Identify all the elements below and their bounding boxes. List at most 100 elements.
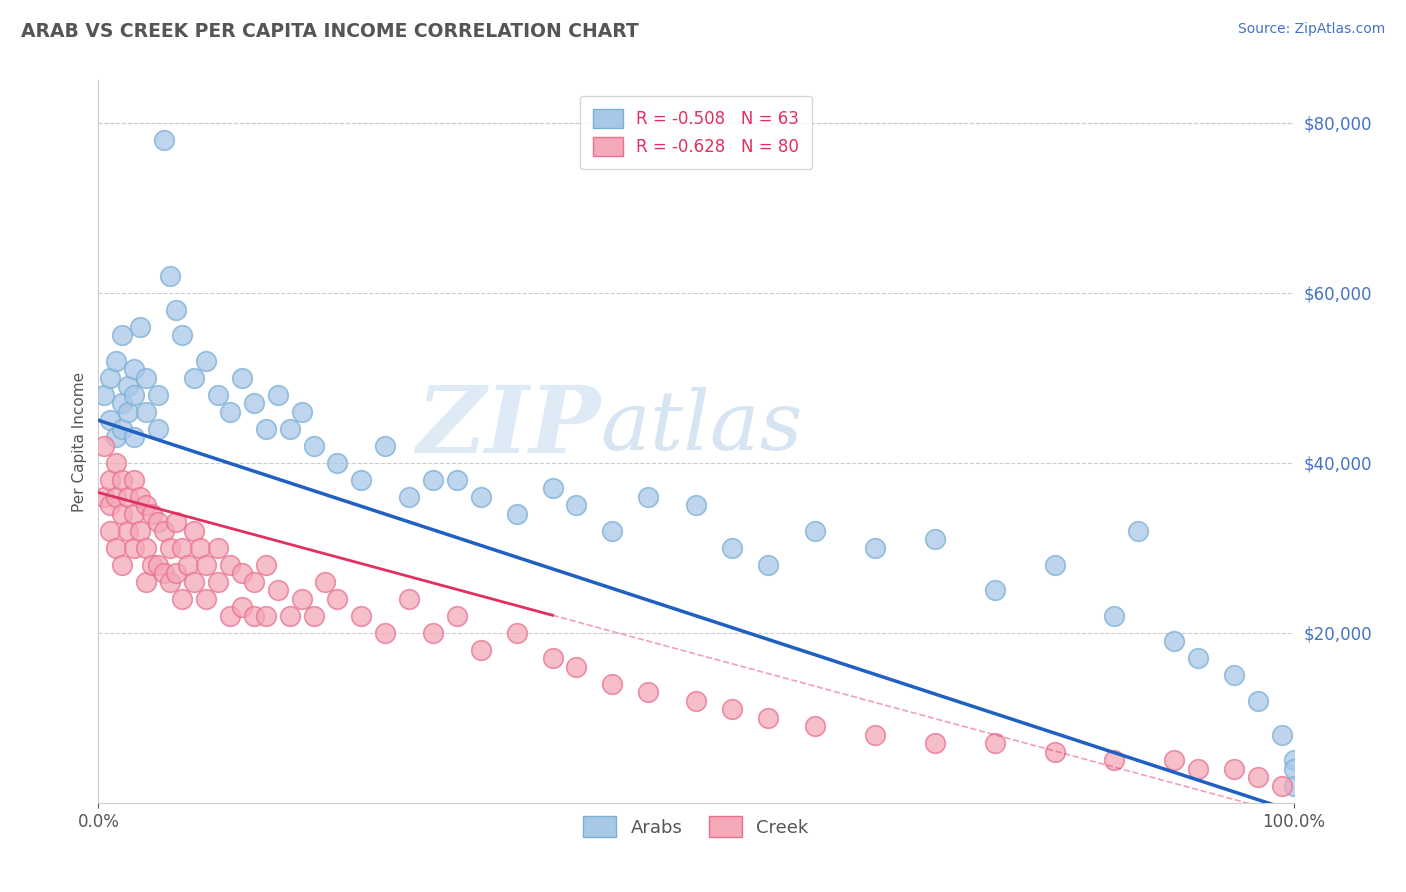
Point — [565, 498, 588, 512]
Text: Source: ZipAtlas.com: Source: ZipAtlas.com — [1237, 22, 1385, 37]
Y-axis label: Per Capita Income: Per Capita Income — [72, 371, 87, 512]
Point — [291, 405, 314, 419]
Point — [243, 574, 266, 589]
Point — [105, 541, 128, 555]
Point — [1043, 558, 1066, 572]
Point — [98, 498, 122, 512]
Point — [153, 133, 176, 147]
Point — [124, 430, 146, 444]
Point — [541, 481, 564, 495]
Point — [398, 490, 420, 504]
Point — [165, 302, 187, 317]
Point — [188, 541, 211, 555]
Point — [1282, 753, 1305, 767]
Point — [93, 490, 115, 504]
Point — [685, 498, 707, 512]
Point — [117, 524, 139, 538]
Point — [105, 353, 128, 368]
Point — [278, 608, 301, 623]
Point — [124, 362, 146, 376]
Point — [111, 422, 134, 436]
Point — [254, 608, 277, 623]
Point — [446, 608, 468, 623]
Point — [243, 396, 266, 410]
Point — [326, 456, 349, 470]
Point — [105, 456, 128, 470]
Point — [195, 558, 218, 572]
Point — [219, 558, 242, 572]
Point — [1271, 728, 1294, 742]
Point — [267, 583, 290, 598]
Point — [315, 574, 337, 589]
Point — [1247, 694, 1270, 708]
Point — [602, 677, 624, 691]
Point — [374, 439, 396, 453]
Point — [195, 353, 218, 368]
Point — [111, 507, 134, 521]
Point — [219, 405, 242, 419]
Point — [183, 574, 205, 589]
Point — [804, 719, 827, 733]
Text: atlas: atlas — [600, 387, 803, 467]
Point — [148, 558, 170, 572]
Point — [231, 600, 253, 615]
Point — [565, 660, 588, 674]
Point — [541, 651, 564, 665]
Point — [1282, 779, 1305, 793]
Point — [153, 524, 176, 538]
Point — [721, 702, 744, 716]
Point — [302, 439, 325, 453]
Point — [93, 439, 115, 453]
Point — [1223, 762, 1246, 776]
Point — [135, 574, 157, 589]
Point — [470, 642, 492, 657]
Point — [117, 405, 139, 419]
Point — [172, 591, 194, 606]
Point — [302, 608, 325, 623]
Point — [219, 608, 242, 623]
Point — [207, 574, 229, 589]
Point — [756, 711, 779, 725]
Point — [254, 558, 277, 572]
Point — [153, 566, 176, 581]
Point — [1104, 608, 1126, 623]
Point — [148, 516, 170, 530]
Text: ARAB VS CREEK PER CAPITA INCOME CORRELATION CHART: ARAB VS CREEK PER CAPITA INCOME CORRELAT… — [21, 22, 638, 41]
Point — [129, 319, 152, 334]
Point — [141, 507, 163, 521]
Point — [135, 371, 157, 385]
Point — [506, 507, 529, 521]
Legend: Arabs, Creek: Arabs, Creek — [576, 809, 815, 845]
Point — [159, 574, 181, 589]
Point — [172, 328, 194, 343]
Point — [1163, 753, 1185, 767]
Point — [105, 430, 128, 444]
Point — [1104, 753, 1126, 767]
Point — [172, 541, 194, 555]
Point — [685, 694, 707, 708]
Point — [865, 541, 887, 555]
Point — [124, 541, 146, 555]
Point — [135, 405, 157, 419]
Point — [124, 388, 146, 402]
Point — [148, 388, 170, 402]
Point — [602, 524, 624, 538]
Point — [231, 371, 253, 385]
Point — [148, 422, 170, 436]
Point — [111, 558, 134, 572]
Point — [105, 490, 128, 504]
Point — [129, 490, 152, 504]
Point — [183, 371, 205, 385]
Point — [398, 591, 420, 606]
Point — [374, 625, 396, 640]
Point — [243, 608, 266, 623]
Point — [183, 524, 205, 538]
Point — [350, 608, 373, 623]
Point — [756, 558, 779, 572]
Point — [135, 498, 157, 512]
Point — [350, 473, 373, 487]
Point — [93, 388, 115, 402]
Point — [924, 736, 946, 750]
Point — [159, 541, 181, 555]
Point — [111, 473, 134, 487]
